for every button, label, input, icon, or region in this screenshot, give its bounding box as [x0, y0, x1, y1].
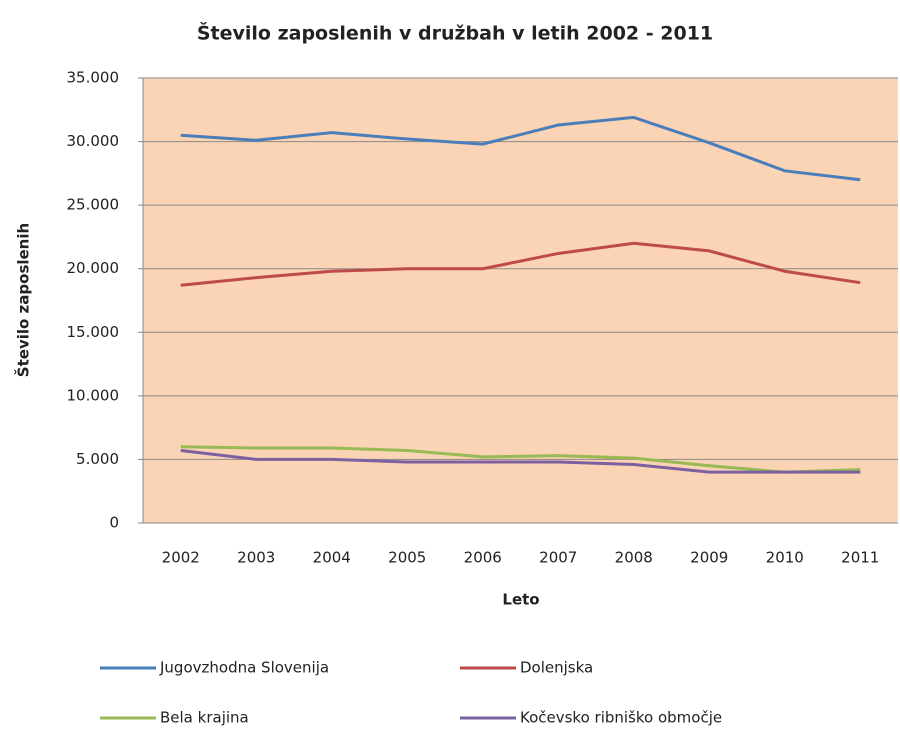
y-tick-label: 25.000	[67, 196, 120, 214]
y-tick-label: 20.000	[67, 259, 120, 277]
legend-label: Jugovzhodna Slovenija	[159, 659, 329, 677]
y-tick-label: 30.000	[67, 132, 120, 150]
x-tick-label: 2010	[766, 549, 804, 567]
series-line	[180, 115, 861, 182]
legend-label: Kočevsko ribniško območje	[520, 709, 722, 727]
x-tick-label: 2009	[690, 549, 728, 567]
y-axis-title: Število zaposlenih	[14, 223, 33, 377]
x-tick-label: 2004	[313, 549, 351, 567]
x-tick-label: 2006	[464, 549, 502, 567]
y-tick-label: 35.000	[67, 69, 120, 87]
x-tick-label: 2008	[615, 549, 653, 567]
chart-title: Število zaposlenih v družbah v letih 200…	[197, 21, 713, 45]
y-tick-label: 0	[109, 514, 119, 532]
x-tick-label: 2005	[388, 549, 426, 567]
series-line	[180, 445, 861, 474]
legend-label: Bela krajina	[160, 709, 249, 727]
x-tick-label: 2011	[841, 549, 879, 567]
y-tick-label: 10.000	[67, 386, 120, 404]
x-tick-label: 2007	[539, 549, 577, 567]
x-tick-label: 2002	[162, 549, 200, 567]
series-line	[180, 241, 861, 287]
x-axis-title: Leto	[502, 591, 539, 609]
series-line	[180, 449, 861, 474]
y-tick-label: 15.000	[67, 323, 120, 341]
x-tick-label: 2003	[237, 549, 275, 567]
y-tick-label: 5.000	[76, 450, 119, 468]
legend-label: Dolenjska	[520, 659, 593, 677]
